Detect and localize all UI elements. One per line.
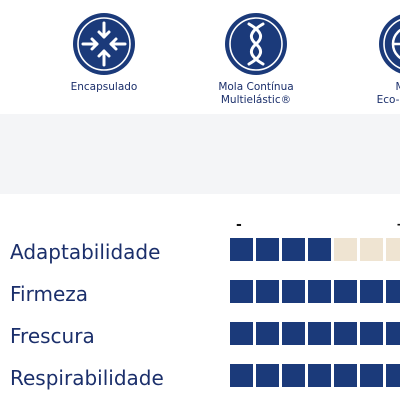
separator-band [0,114,400,194]
feature-label-line: Encapsulado [70,81,138,93]
rating-block-filled [282,280,305,303]
rating-row-firmeza: Firmeza [0,280,400,310]
feature-label-line: Multielástic® [220,94,292,106]
rating-block-filled [334,280,357,303]
scale-max-label: + [396,218,400,232]
rating-block-filled [308,238,331,261]
rating-row-frescura: Frescura [0,322,400,352]
rating-label: Frescura [10,324,95,348]
rating-label: Firmeza [10,282,89,306]
feature-label-line: Mola Contínua [218,81,294,93]
rating-block-empty [386,238,400,261]
rating-block-filled [360,364,383,387]
rating-block-empty [334,238,357,261]
rating-block-filled [360,280,383,303]
rating-block-filled [360,322,383,345]
rating-block-filled [256,280,279,303]
rating-block-filled [256,322,279,345]
rating-block-filled [334,322,357,345]
rating-block-filled [256,364,279,387]
rating-row-respirabilidade: Respirabilidade [0,364,400,394]
rating-block-filled [308,364,331,387]
rating-block-filled [230,364,253,387]
rating-block-empty [360,238,383,261]
rating-block-filled [282,322,305,345]
rating-block-filled [308,322,331,345]
feature-label: M Eco-Hipo [330,81,400,107]
feature-strip: Encapsulado Mola Contínua Multielástic® [0,0,400,114]
rating-block-filled [282,364,305,387]
rating-block-filled [386,322,400,345]
rating-label: Adaptabilidade [10,240,161,264]
rating-block-filled [230,238,253,261]
feature-label-line: Eco-Hipo [376,94,400,106]
feature-label: Encapsulado [34,81,174,94]
rating-block-filled [386,364,400,387]
rating-block-filled [308,280,331,303]
rating-block-filled [334,364,357,387]
rating-block-filled [230,280,253,303]
feature-label-line: M [330,81,400,94]
rating-block-filled [282,238,305,261]
rating-block-filled [230,322,253,345]
globe-icon [376,10,400,78]
scale-min-label: - [236,217,242,233]
rating-block-filled [386,280,400,303]
rating-row-adaptabilidade: Adaptabilidade [0,238,400,268]
continuous-spring-icon [222,10,290,78]
rating-label: Respirabilidade [10,366,164,390]
feature-label: Mola Contínua Multielástic® [186,81,326,107]
encapsulated-arrows-icon [70,10,138,78]
rating-block-filled [256,238,279,261]
